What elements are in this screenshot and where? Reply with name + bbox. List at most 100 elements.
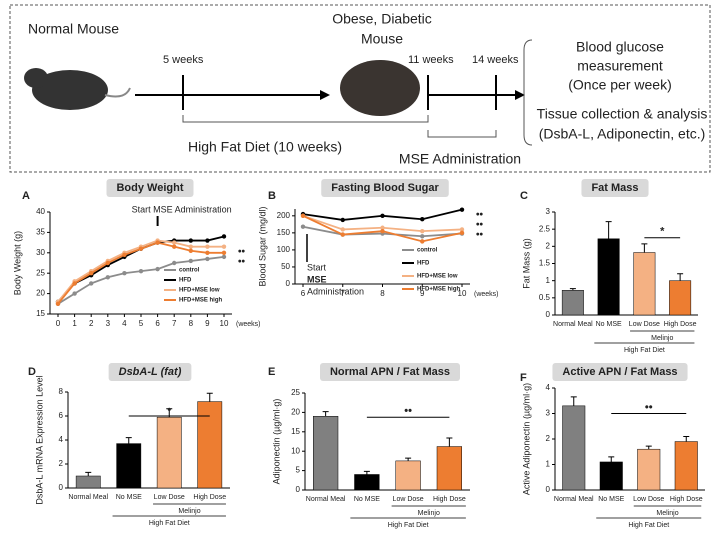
title-box [321, 179, 449, 197]
y-tick-label: 150 [277, 228, 291, 237]
y-axis-label: DsbA-L mRNA Expression Level [34, 375, 44, 504]
time-label: 14 weeks [472, 54, 519, 66]
x-unit: (weeks) [474, 291, 499, 298]
significance: •• [476, 230, 484, 241]
significance: •• [238, 247, 246, 258]
error-bar [405, 457, 412, 461]
group-label: High Fat Diet [388, 522, 429, 529]
y-tick-label: 15 [36, 309, 45, 318]
legend-label: HFD+MSE high [417, 287, 461, 293]
y-tick-label: 0 [546, 485, 551, 494]
x-tick-label: No MSE [354, 496, 380, 503]
y-tick-label: 0 [286, 279, 291, 288]
y-axis-label: Body Weight (g) [12, 231, 22, 295]
normal-mouse-head [24, 68, 48, 88]
glucose-label: Blood glucose [576, 39, 664, 55]
bar [561, 290, 584, 316]
x-tick-label: Normal Meal [554, 496, 594, 503]
group-label: High Fat Diet [624, 347, 665, 354]
x-tick-label: 1 [72, 319, 77, 328]
x-tick-label: 5 [139, 319, 144, 328]
significance: •• [404, 405, 412, 417]
y-tick-label: 200 [277, 211, 291, 220]
y-tick-label: 2.5 [539, 224, 551, 233]
bracket [427, 130, 497, 138]
data-point [420, 228, 425, 234]
data-point [380, 228, 385, 234]
data-point [105, 260, 111, 266]
bar [669, 280, 692, 316]
data-point [221, 244, 227, 249]
x-tick-label: Normal Meal [68, 494, 108, 501]
legend-label: HFD+MSE low [417, 274, 458, 280]
panel-letter: D [28, 366, 36, 378]
x-tick-label: 3 [106, 319, 111, 328]
x-tick-label: High Dose [670, 496, 703, 503]
data-point [172, 244, 177, 249]
obese-mouse-label: Mouse [361, 31, 403, 47]
x-tick-label: 6 [301, 289, 306, 298]
x-tick-label: 4 [122, 319, 127, 328]
title-box [552, 363, 688, 381]
y-tick-label: 5 [296, 466, 301, 475]
y-tick-label: 35 [36, 228, 45, 237]
error-bar [322, 411, 329, 417]
x-tick-label: Low Dose [154, 494, 185, 501]
y-tick-label: 4 [546, 383, 551, 392]
x-tick-label: Normal Meal [306, 496, 346, 503]
data-point [188, 248, 193, 253]
y-tick-label: 10 [291, 446, 300, 455]
diagram-frame [9, 4, 711, 173]
bar [562, 405, 586, 491]
significance: * [660, 226, 665, 238]
y-tick-label: 50 [281, 262, 290, 271]
bar [674, 441, 698, 491]
bar [633, 252, 656, 316]
x-unit: (weeks) [236, 321, 261, 328]
data-point [221, 250, 227, 255]
data-point [122, 252, 127, 258]
y-tick-label: 3 [546, 207, 551, 216]
error-bar [677, 273, 684, 281]
data-point [459, 207, 465, 212]
y-tick-label: 20 [291, 408, 300, 417]
x-tick-label: 10 [220, 319, 229, 328]
x-tick-label: 9 [420, 289, 425, 298]
y-tick-label: 25 [291, 388, 300, 397]
data-point [340, 217, 345, 223]
data-point [221, 254, 227, 260]
legend-label: control [179, 268, 200, 274]
data-point [105, 275, 111, 280]
data-point [420, 239, 425, 244]
time-label: 5 weeks [163, 54, 204, 66]
data-point [340, 227, 345, 232]
data-point [138, 246, 144, 251]
group-label: Melinjo [651, 335, 673, 342]
brace [523, 39, 533, 146]
legend-label: control [417, 248, 438, 254]
y-tick-label: 4 [59, 435, 64, 444]
normal-mouse-icon [32, 70, 108, 110]
panel-title: Fat Mass [591, 182, 638, 194]
data-point [420, 234, 425, 239]
x-tick-label: 8 [380, 289, 385, 298]
group-label: High Fat Diet [149, 520, 190, 527]
y-tick-label: 8 [59, 387, 64, 396]
bar [395, 460, 421, 491]
annotation: MSE [307, 274, 327, 284]
panel-letter: C [520, 190, 528, 202]
y-tick-label: 6 [59, 411, 64, 420]
title-box [108, 363, 192, 381]
x-tick-label: 7 [172, 319, 177, 328]
data-point [380, 225, 385, 230]
error-bar [446, 437, 453, 447]
title-box [106, 179, 194, 197]
data-point [459, 230, 465, 236]
legend-label: HFD+MSE high [179, 298, 223, 304]
bar [354, 474, 380, 491]
data-point [205, 238, 210, 243]
glucose-label: measurement [577, 58, 663, 74]
bar [436, 446, 462, 491]
x-tick-label: Normal Meal [553, 321, 593, 328]
bracket [182, 115, 429, 123]
